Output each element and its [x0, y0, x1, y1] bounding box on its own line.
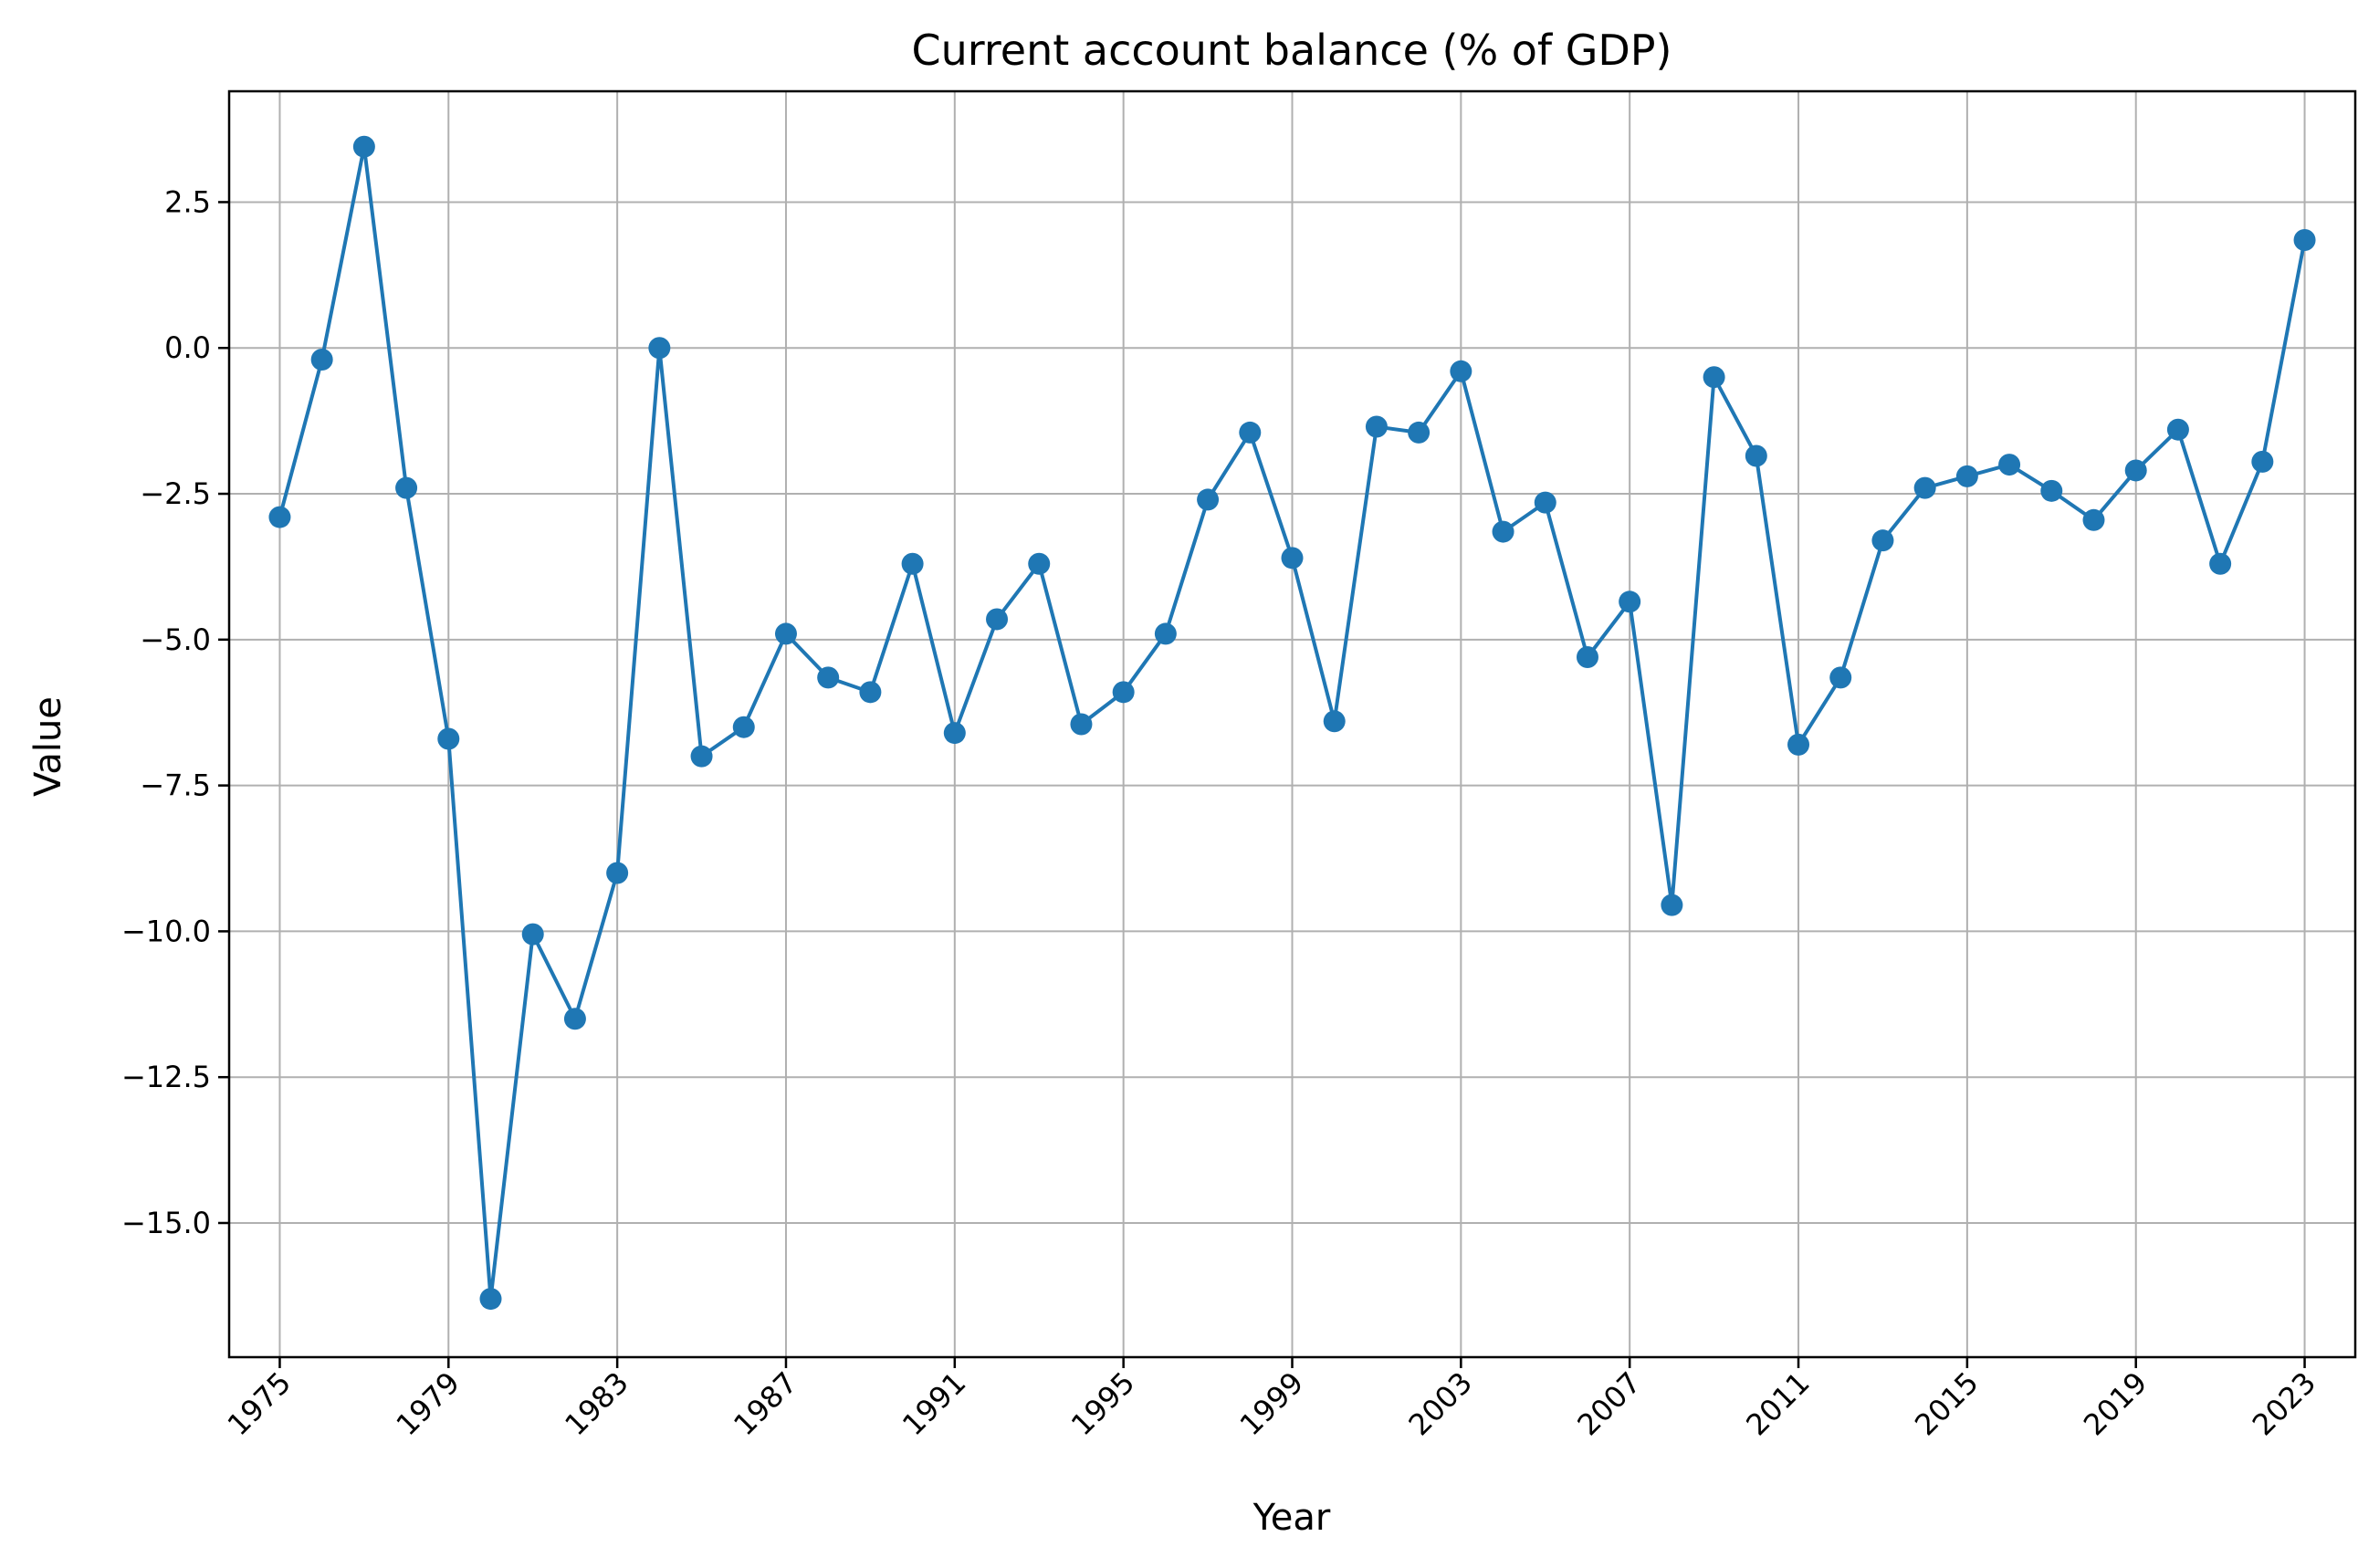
data-point [1112, 681, 1135, 704]
data-point [901, 552, 924, 575]
data-point [395, 476, 418, 499]
data-point [268, 506, 291, 528]
data-point [1661, 894, 1683, 916]
y-tick-label: −10.0 [121, 914, 211, 948]
data-point [1239, 421, 1262, 444]
data-point [1281, 547, 1304, 570]
data-point [1745, 444, 1767, 467]
grid-layer [229, 91, 2355, 1357]
x-tick-label: 1979 [389, 1365, 466, 1442]
x-tick-label: 1991 [896, 1365, 972, 1442]
data-point [1619, 591, 1641, 613]
data-point [563, 1008, 586, 1030]
data-point [690, 745, 713, 768]
x-tick-label: 1995 [1064, 1365, 1141, 1442]
data-point [521, 923, 544, 946]
x-tick-label: 2011 [1739, 1365, 1816, 1442]
data-point [1154, 622, 1177, 645]
data-point [2166, 418, 2189, 441]
data-point [1913, 476, 1936, 499]
data-point [2040, 479, 2063, 502]
data-point [352, 135, 375, 158]
data-point [437, 727, 460, 750]
y-tick-label: −15.0 [121, 1206, 211, 1240]
data-point [1576, 645, 1598, 668]
y-tick-label: −2.5 [140, 476, 211, 511]
y-tick-label: 0.0 [164, 330, 211, 365]
data-point [774, 622, 797, 645]
x-tick-label: 1987 [727, 1365, 803, 1442]
data-point [859, 681, 882, 704]
data-point [1955, 465, 1978, 487]
y-tick-label: −7.5 [140, 768, 211, 803]
data-point [1365, 415, 1388, 438]
data-point [1534, 491, 1556, 514]
data-point [310, 349, 333, 371]
data-point [2124, 459, 2147, 482]
x-tick-label: 1975 [221, 1365, 298, 1442]
series-layer [268, 135, 2316, 1311]
data-point [606, 862, 629, 884]
data-point [2251, 450, 2274, 473]
data-point [1070, 713, 1093, 736]
x-tick-label: 2023 [2246, 1365, 2322, 1442]
data-point [1829, 666, 1852, 689]
data-point [1028, 552, 1051, 575]
data-point [986, 608, 1009, 631]
y-tick-label: −5.0 [140, 622, 211, 657]
data-point [2209, 552, 2232, 575]
data-point [943, 722, 966, 745]
x-tick-label: 2019 [2077, 1365, 2154, 1442]
data-point [1998, 454, 2021, 476]
data-point [1323, 710, 1346, 733]
y-axis-label: Value [27, 696, 69, 797]
chart-title: Current account balance (% of GDP) [912, 26, 1672, 75]
x-tick-label: 1983 [558, 1365, 634, 1442]
data-point [2082, 508, 2105, 531]
x-tick-label: 2015 [1908, 1365, 1985, 1442]
data-point [1450, 360, 1472, 382]
y-tick-label: −12.5 [121, 1060, 211, 1094]
data-point [2293, 228, 2316, 251]
x-tick-label: 2007 [1570, 1365, 1647, 1442]
tick-layer: 1975 1979 1983 1987 1991 1995 1999 2003 2007 2011… [121, 184, 2322, 1442]
data-point [817, 666, 840, 689]
data-point [1871, 529, 1894, 552]
data-point [1197, 488, 1220, 511]
x-tick-label: 1999 [1233, 1365, 1310, 1442]
data-point [732, 716, 755, 738]
data-point [1787, 733, 1810, 756]
data-point [648, 337, 671, 360]
data-point [1492, 520, 1514, 543]
x-tick-label: 2003 [1402, 1365, 1479, 1442]
data-point [1703, 366, 1725, 389]
data-point [479, 1288, 502, 1311]
y-tick-label: 2.5 [164, 184, 211, 219]
data-point [1408, 421, 1431, 444]
x-axis-label: Year [1252, 1497, 1331, 1539]
